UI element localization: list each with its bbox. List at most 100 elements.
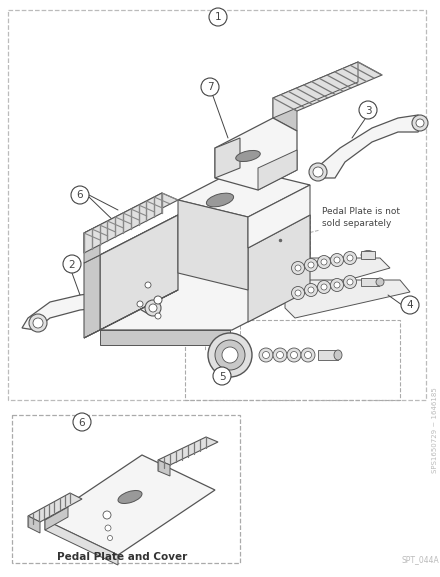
Circle shape	[344, 252, 356, 264]
Circle shape	[304, 283, 318, 297]
Text: 2: 2	[69, 260, 75, 269]
Text: 6: 6	[79, 418, 85, 428]
Circle shape	[309, 163, 327, 181]
Polygon shape	[84, 193, 178, 240]
Polygon shape	[248, 185, 310, 248]
Circle shape	[412, 115, 428, 131]
Polygon shape	[84, 255, 100, 338]
Circle shape	[318, 256, 330, 268]
Polygon shape	[100, 215, 178, 268]
Polygon shape	[22, 290, 160, 330]
Circle shape	[347, 279, 353, 285]
Circle shape	[145, 300, 161, 316]
Polygon shape	[45, 455, 215, 555]
Text: 4: 4	[407, 301, 413, 310]
Ellipse shape	[334, 350, 342, 360]
Text: 6: 6	[77, 190, 83, 200]
Circle shape	[334, 257, 340, 263]
Text: Pedal Plate is not
sold separately: Pedal Plate is not sold separately	[322, 207, 400, 228]
Polygon shape	[28, 516, 40, 533]
Circle shape	[359, 101, 377, 119]
Ellipse shape	[118, 490, 142, 504]
Bar	[318, 350, 338, 360]
Circle shape	[263, 351, 269, 358]
Bar	[361, 278, 379, 286]
Bar	[361, 251, 375, 259]
Circle shape	[201, 78, 219, 96]
Circle shape	[209, 8, 227, 26]
Circle shape	[222, 347, 238, 363]
Circle shape	[291, 261, 304, 275]
Circle shape	[259, 348, 273, 362]
Polygon shape	[258, 150, 297, 190]
Circle shape	[313, 167, 323, 177]
Polygon shape	[45, 520, 118, 565]
Ellipse shape	[361, 250, 375, 260]
Bar	[185, 320, 400, 400]
Polygon shape	[285, 280, 410, 318]
Circle shape	[330, 253, 344, 267]
Circle shape	[330, 279, 344, 291]
Circle shape	[154, 296, 162, 304]
Circle shape	[334, 282, 340, 288]
Polygon shape	[100, 215, 178, 330]
Polygon shape	[178, 168, 310, 217]
Bar	[8, 10, 426, 400]
Polygon shape	[100, 330, 230, 345]
Polygon shape	[312, 115, 424, 178]
Polygon shape	[215, 118, 297, 190]
Circle shape	[208, 333, 252, 377]
Polygon shape	[273, 62, 382, 111]
Circle shape	[321, 259, 327, 265]
Ellipse shape	[206, 193, 234, 207]
Circle shape	[276, 351, 283, 358]
Polygon shape	[285, 258, 390, 295]
Circle shape	[287, 348, 301, 362]
Polygon shape	[84, 225, 100, 263]
Circle shape	[301, 348, 315, 362]
Circle shape	[155, 313, 161, 319]
Circle shape	[105, 525, 111, 531]
Polygon shape	[158, 437, 218, 465]
Circle shape	[308, 262, 314, 268]
Polygon shape	[84, 290, 178, 338]
Text: 7: 7	[207, 83, 213, 92]
Circle shape	[103, 511, 111, 519]
Polygon shape	[84, 193, 162, 253]
Circle shape	[213, 367, 231, 385]
Circle shape	[416, 119, 424, 127]
Circle shape	[291, 287, 304, 299]
Circle shape	[304, 351, 312, 358]
Circle shape	[295, 265, 301, 271]
Circle shape	[304, 258, 318, 272]
Polygon shape	[178, 200, 248, 290]
Text: 5: 5	[219, 372, 225, 381]
Text: SPS1650729 ~ 1646185: SPS1650729 ~ 1646185	[432, 387, 438, 473]
Circle shape	[321, 284, 327, 290]
Circle shape	[215, 340, 245, 370]
Polygon shape	[28, 493, 82, 522]
Circle shape	[347, 255, 353, 261]
Circle shape	[295, 290, 301, 296]
Polygon shape	[158, 460, 170, 476]
Circle shape	[73, 413, 91, 431]
Circle shape	[107, 535, 113, 541]
Polygon shape	[248, 215, 310, 322]
Circle shape	[137, 301, 143, 307]
Polygon shape	[273, 98, 297, 131]
Polygon shape	[215, 138, 240, 178]
Text: 3: 3	[365, 106, 371, 115]
Ellipse shape	[376, 278, 384, 286]
Circle shape	[290, 351, 297, 358]
Text: SPT_044A: SPT_044A	[401, 556, 439, 564]
Polygon shape	[100, 215, 310, 330]
Circle shape	[33, 318, 43, 328]
Circle shape	[344, 275, 356, 288]
Circle shape	[71, 186, 89, 204]
Polygon shape	[273, 62, 358, 118]
Circle shape	[308, 287, 314, 293]
Text: 1: 1	[215, 13, 221, 23]
Circle shape	[318, 280, 330, 294]
Text: Pedal Plate and Cover: Pedal Plate and Cover	[57, 552, 187, 562]
Circle shape	[63, 255, 81, 273]
